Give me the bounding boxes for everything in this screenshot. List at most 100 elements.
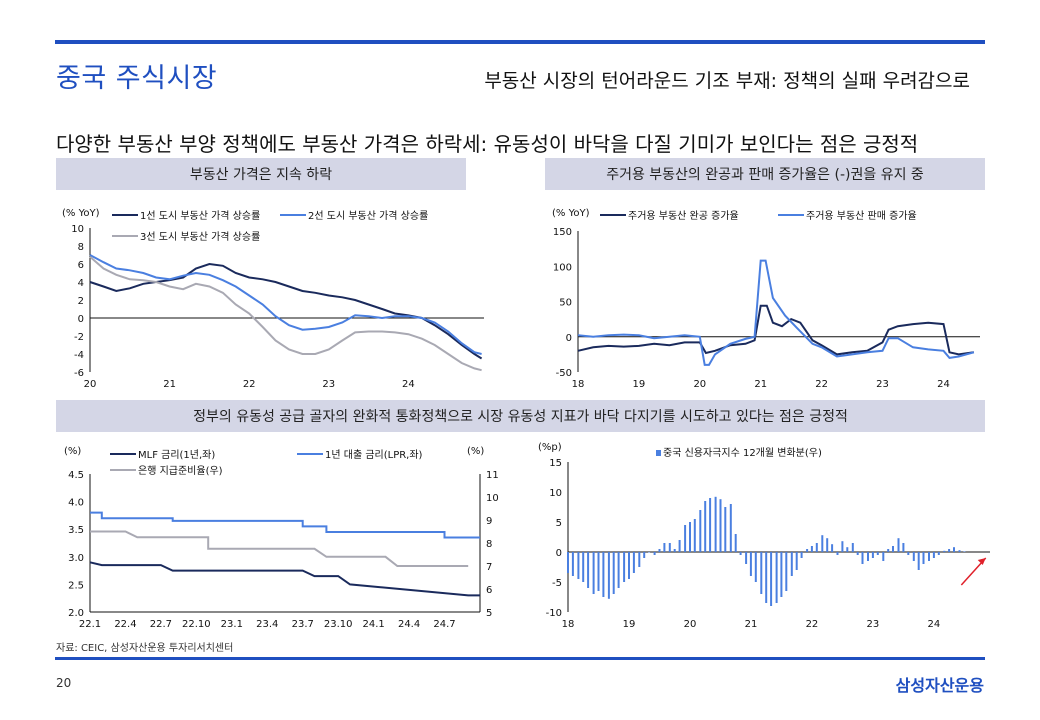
y-right-tick-label: 10	[486, 493, 499, 504]
bar	[719, 499, 722, 552]
bar	[867, 552, 869, 561]
bar	[745, 552, 748, 564]
bar	[790, 552, 793, 576]
x-tick-label: 22.1	[79, 619, 101, 630]
bar	[831, 544, 834, 552]
bar	[638, 552, 641, 567]
y-tick-label: -4	[74, 350, 84, 361]
y-right-tick-label: 8	[486, 539, 492, 550]
y-left-tick-label: 3.0	[68, 553, 84, 564]
y-tick-label: -5	[552, 578, 562, 589]
bar	[648, 552, 651, 553]
chart1-band: 부동산 가격은 지속 하락	[56, 158, 466, 190]
y-left-unit-label: (%)	[64, 446, 81, 457]
bar	[673, 549, 676, 552]
brand-logo: 삼성자산운용	[895, 676, 984, 695]
y-right-tick-label: 6	[486, 585, 492, 596]
y-tick-label: 4	[78, 278, 84, 289]
y-left-tick-label: 2.5	[68, 580, 84, 591]
bar	[612, 552, 615, 594]
x-tick-label: 20	[684, 619, 697, 630]
bar	[871, 552, 874, 558]
x-tick-label: 21	[754, 379, 767, 390]
bar	[815, 543, 818, 552]
headline: 다양한 부동산 부양 정책에도 부동산 가격은 하락세: 유동성이 바닥을 다질…	[56, 132, 919, 156]
bar	[724, 507, 727, 552]
bar	[734, 534, 737, 552]
legend-label-s1: 주거용 부동산 완공 증가율	[628, 210, 739, 222]
bar	[663, 543, 666, 552]
y-tick-label: 10	[549, 488, 562, 499]
bar	[587, 552, 590, 588]
y-unit-label: (% YoY)	[62, 208, 100, 219]
page-number: 20	[56, 676, 72, 690]
header-rule	[55, 40, 985, 44]
y-right-tick-label: 7	[486, 562, 492, 573]
chart-rates-rrr: (%) (%) 4.5 4.0 3.5 3.0 2.5 2.0 11 10 9 8 7 6 5 22.1 22.…	[64, 446, 499, 630]
bar	[821, 535, 824, 552]
bar	[689, 522, 691, 552]
bar	[749, 552, 752, 576]
y-tick-label: -6	[74, 368, 84, 379]
bar	[948, 549, 951, 552]
y-right-tick-label: 11	[486, 470, 499, 481]
bar	[810, 546, 813, 552]
x-tick-label: 24.7	[433, 619, 455, 630]
bar	[907, 552, 910, 555]
x-tick-label: 23	[867, 619, 880, 630]
y-tick-label: -50	[556, 368, 572, 379]
x-tick-label: 22	[815, 379, 828, 390]
x-tick-label: 18	[562, 619, 575, 630]
x-tick-label: 22.10	[182, 619, 211, 630]
page-title: 중국 주식시장	[56, 63, 218, 94]
trend-arrow-head	[977, 558, 986, 565]
y-tick-label: 50	[559, 298, 572, 309]
series-line-1	[89, 262, 483, 360]
x-tick-label: 19	[633, 379, 646, 390]
legend-label-s2: 2선 도시 부동산 가격 상승률	[308, 209, 428, 222]
bar	[739, 552, 742, 555]
bar	[693, 519, 696, 552]
bottom-band: 정부의 유동성 공급 골자의 완화적 통화정책으로 시장 유동성 지표가 바닥 …	[56, 400, 985, 432]
bar	[704, 501, 707, 552]
legend-label-s1: MLF 금리(1년,좌)	[138, 449, 215, 461]
bar	[709, 498, 712, 552]
bar	[653, 552, 656, 555]
bar	[780, 552, 783, 597]
series-line-2	[90, 511, 480, 539]
bar	[806, 549, 809, 552]
page-subtitle: 부동산 시장의 턴어라운드 기조 부재: 정책의 실패 우려감으로	[484, 70, 970, 92]
bar	[937, 552, 940, 555]
x-tick-label: 24	[402, 379, 415, 390]
y-tick-label: 0	[78, 314, 84, 325]
x-tick-label: 19	[623, 619, 636, 630]
bar	[928, 552, 930, 561]
bar	[795, 552, 798, 570]
legend-label-s2: 주거용 부동산 판매 증가율	[806, 210, 917, 222]
x-tick-label: 24.1	[363, 619, 385, 630]
bar	[597, 552, 600, 591]
bar	[632, 552, 635, 573]
bar	[785, 552, 788, 591]
bar	[678, 540, 681, 552]
y-tick-label: 0	[566, 333, 572, 344]
series-line-3	[89, 256, 482, 372]
y-left-tick-label: 4.5	[68, 470, 84, 481]
bar	[714, 496, 717, 552]
series-line-1	[577, 304, 975, 356]
y-tick-label: 15	[549, 458, 562, 469]
bar	[861, 552, 864, 564]
series-line-2	[89, 254, 482, 355]
bar	[958, 550, 961, 552]
bar	[699, 510, 702, 552]
legend-label-s1: 1선 도시 부동산 가격 상승률	[140, 209, 260, 222]
bar	[851, 543, 854, 552]
y-unit-label: (%p)	[538, 442, 562, 453]
x-tick-label: 20	[693, 379, 706, 390]
chart2-band: 주거용 부동산의 완공과 판매 증가율은 (-)권을 유지 중	[545, 158, 985, 190]
bar	[567, 552, 569, 573]
series-line-3	[90, 530, 469, 567]
footer-rule	[55, 657, 985, 660]
bar	[765, 552, 768, 603]
bar	[658, 549, 661, 552]
